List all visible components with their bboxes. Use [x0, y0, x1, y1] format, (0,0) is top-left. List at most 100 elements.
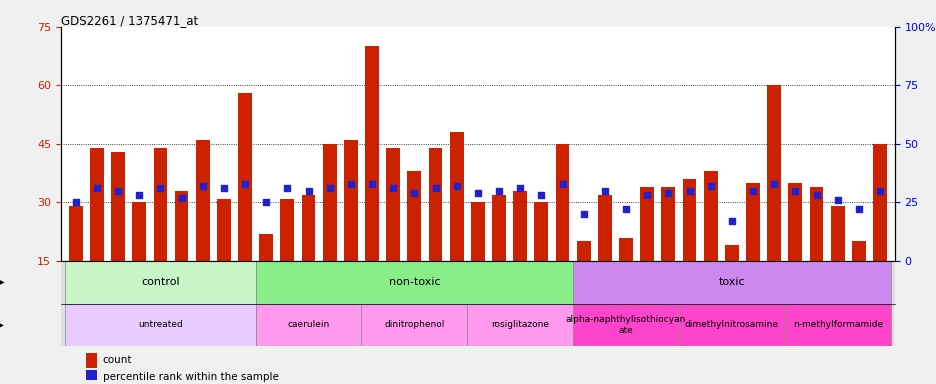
Point — [851, 207, 866, 213]
Text: control: control — [141, 277, 180, 287]
Bar — [682, 179, 695, 261]
Text: count: count — [103, 356, 132, 366]
Bar — [154, 148, 168, 261]
Point — [132, 192, 147, 199]
Text: non-toxic: non-toxic — [388, 277, 440, 287]
Point — [618, 207, 633, 213]
Point — [300, 188, 315, 194]
Text: toxic: toxic — [718, 277, 744, 287]
Bar — [724, 245, 738, 261]
Bar — [66, 303, 256, 346]
Bar — [767, 85, 781, 261]
Point — [871, 188, 886, 194]
Point — [702, 183, 717, 189]
Bar — [174, 191, 188, 261]
Bar — [68, 206, 82, 261]
Bar — [703, 171, 717, 261]
Point — [89, 185, 104, 192]
Bar — [111, 152, 124, 261]
Bar — [639, 187, 653, 261]
Point — [343, 180, 358, 187]
Bar — [256, 261, 573, 303]
Point — [470, 190, 485, 196]
Bar — [787, 183, 801, 261]
Bar — [196, 140, 210, 261]
Bar — [573, 303, 679, 346]
Bar — [407, 171, 421, 261]
Bar — [344, 140, 358, 261]
Point — [258, 199, 273, 205]
Bar — [217, 199, 230, 261]
Point — [153, 185, 168, 192]
Bar — [86, 370, 96, 384]
Text: percentile rank within the sample: percentile rank within the sample — [103, 372, 278, 382]
Point — [576, 211, 591, 217]
Bar — [679, 303, 784, 346]
Text: caerulein: caerulein — [287, 320, 329, 329]
Bar — [428, 148, 442, 261]
Bar — [784, 303, 889, 346]
Point — [681, 188, 696, 194]
Point — [597, 188, 612, 194]
Point — [68, 199, 83, 205]
Point — [639, 192, 654, 199]
Text: alpha-naphthylisothiocyan
ate: alpha-naphthylisothiocyan ate — [565, 315, 685, 334]
Text: agent ▶: agent ▶ — [0, 320, 4, 330]
Bar — [577, 242, 590, 261]
Point — [386, 185, 401, 192]
Point — [195, 183, 210, 189]
Point — [110, 188, 125, 194]
Bar — [809, 187, 823, 261]
Bar — [259, 234, 272, 261]
Point — [406, 190, 421, 196]
Point — [428, 185, 443, 192]
Point — [174, 195, 189, 201]
Bar — [471, 202, 484, 261]
Point — [808, 192, 823, 199]
Bar — [619, 238, 632, 261]
Point — [448, 183, 463, 189]
Bar — [851, 242, 865, 261]
Point — [829, 197, 844, 203]
Bar — [365, 46, 378, 261]
Point — [554, 180, 569, 187]
Point — [512, 185, 527, 192]
Bar — [66, 261, 256, 303]
Text: rosiglitazone: rosiglitazone — [490, 320, 548, 329]
Point — [534, 192, 548, 199]
Bar — [534, 202, 548, 261]
Text: n-methylformamide: n-methylformamide — [792, 320, 882, 329]
Bar — [86, 353, 96, 368]
Bar — [872, 144, 886, 261]
Bar — [256, 303, 361, 346]
Point — [745, 188, 760, 194]
Point — [766, 180, 781, 187]
Bar — [555, 144, 569, 261]
Bar — [323, 144, 336, 261]
Bar — [90, 148, 104, 261]
Bar — [597, 195, 611, 261]
Bar — [132, 202, 146, 261]
Bar — [661, 187, 675, 261]
Bar — [280, 199, 294, 261]
Bar — [467, 303, 573, 346]
Bar — [491, 195, 505, 261]
Bar — [449, 132, 463, 261]
Bar — [745, 183, 759, 261]
Bar — [301, 195, 315, 261]
Text: dinitrophenol: dinitrophenol — [384, 320, 444, 329]
Bar — [386, 148, 400, 261]
Text: other ▶: other ▶ — [0, 277, 4, 287]
Point — [216, 185, 231, 192]
Text: GDS2261 / 1375471_at: GDS2261 / 1375471_at — [61, 14, 197, 27]
Text: untreated: untreated — [138, 320, 183, 329]
Bar — [573, 261, 889, 303]
Point — [364, 180, 379, 187]
Point — [491, 188, 506, 194]
Bar — [238, 93, 252, 261]
Point — [724, 218, 739, 224]
Point — [238, 180, 253, 187]
Point — [787, 188, 802, 194]
Point — [660, 190, 675, 196]
Point — [280, 185, 295, 192]
